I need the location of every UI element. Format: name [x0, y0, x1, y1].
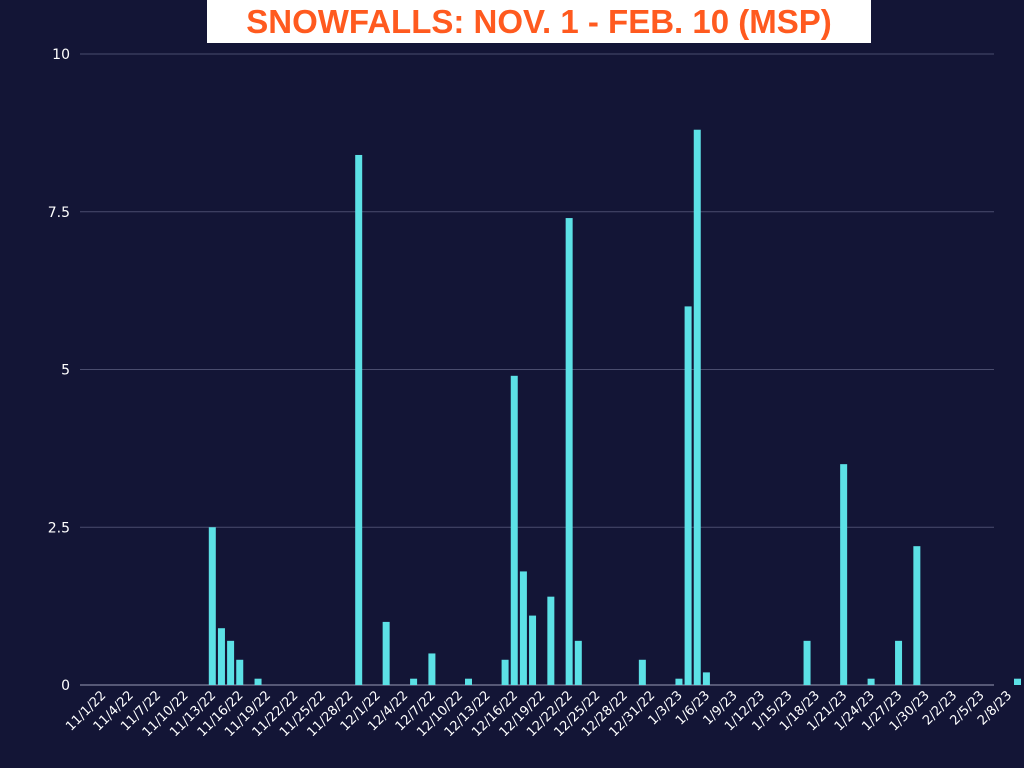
- bar: [684, 306, 692, 685]
- bar: [465, 678, 472, 685]
- bar: [913, 546, 921, 685]
- bar: [867, 678, 875, 685]
- y-tick-label: 0: [61, 678, 70, 694]
- y-tick-label: 5: [61, 363, 70, 379]
- bar: [355, 154, 363, 685]
- bar: [217, 628, 225, 685]
- bar: [529, 615, 537, 685]
- bar: [254, 678, 262, 685]
- bar: [547, 596, 555, 685]
- bar: [208, 527, 216, 685]
- bar: [565, 218, 573, 685]
- bar: [501, 659, 509, 685]
- bar: [675, 678, 683, 685]
- bar: [1014, 678, 1021, 685]
- y-axis-labels: 0 2.5 5 7.5 10: [48, 47, 70, 694]
- bar: [410, 678, 418, 685]
- y-tick-label: 7.5: [48, 205, 70, 221]
- bar: [702, 672, 710, 685]
- x-axis-labels: 11/1/2211/4/2211/7/2211/10/2211/13/2211/…: [63, 688, 1015, 740]
- bar: [638, 659, 646, 685]
- bar: [895, 640, 903, 685]
- bar: [227, 640, 235, 685]
- bar: [840, 464, 848, 685]
- bar: [693, 129, 701, 686]
- chart-title-box: SNOWFALLS: NOV. 1 - FEB. 10 (MSP): [207, 0, 871, 43]
- y-tick-label: 10: [52, 47, 70, 63]
- chart-title: SNOWFALLS: NOV. 1 - FEB. 10 (MSP): [246, 2, 832, 40]
- bars: [208, 129, 1021, 686]
- y-tick-label: 2.5: [48, 520, 70, 536]
- bar: [574, 640, 582, 685]
- bar: [428, 653, 436, 685]
- bar: [236, 659, 244, 685]
- bar: [519, 571, 527, 685]
- bar: [382, 621, 390, 685]
- bar: [803, 640, 811, 685]
- bar: [510, 375, 518, 685]
- gridlines: [80, 53, 994, 686]
